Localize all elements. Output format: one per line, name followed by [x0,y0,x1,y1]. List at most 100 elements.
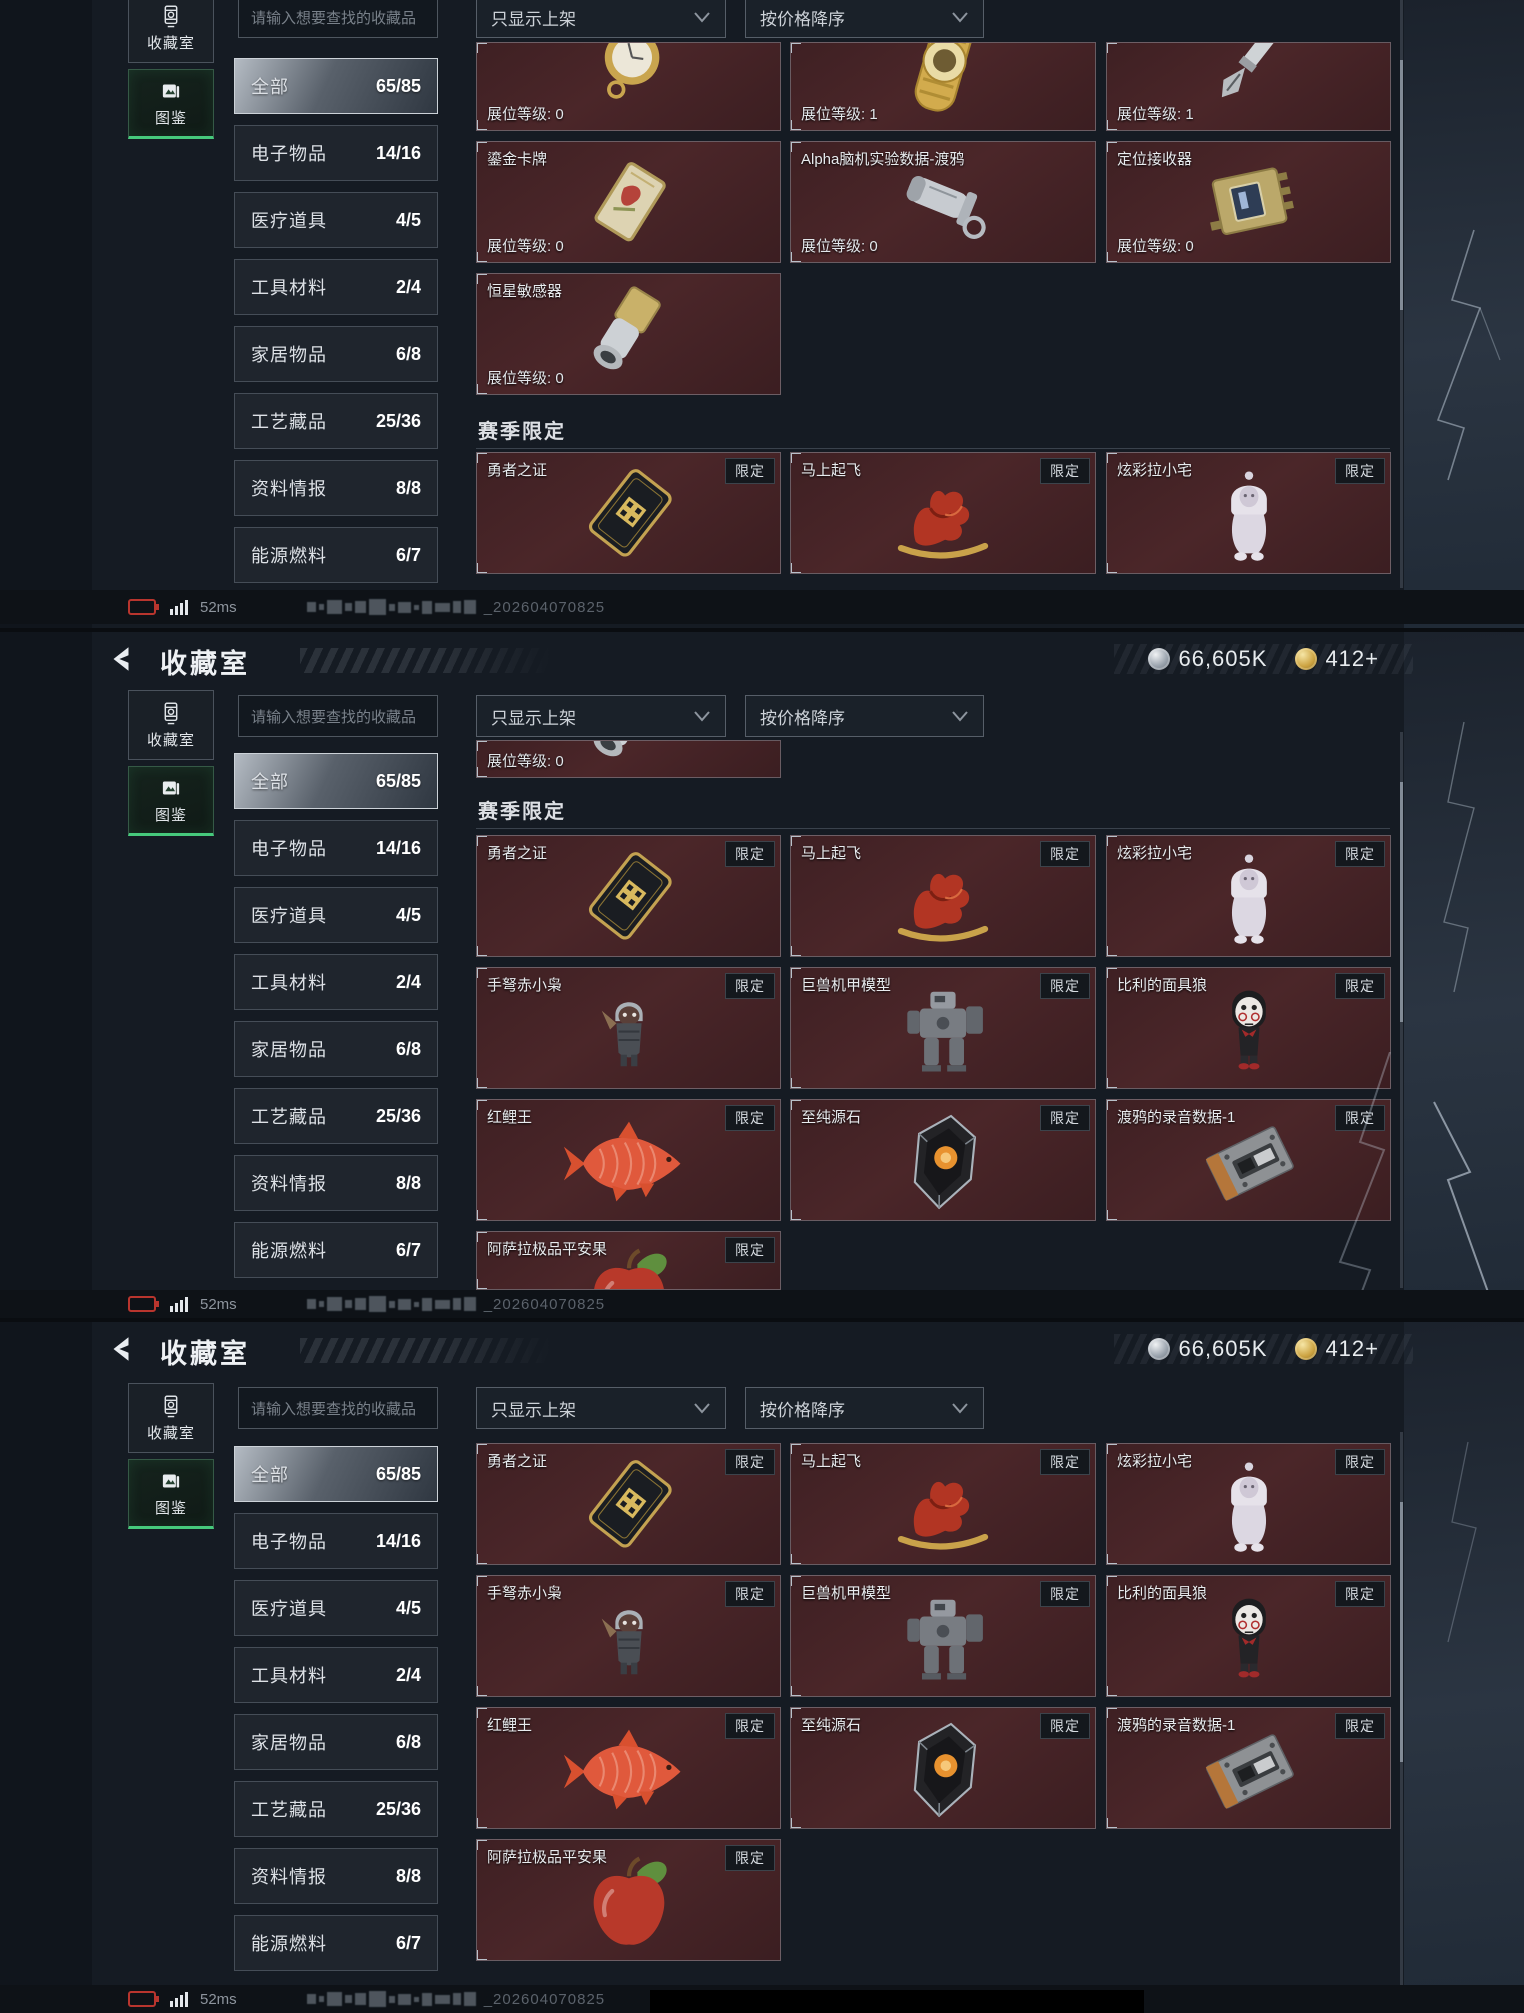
item-card-brave_cert[interactable]: 勇者之证 限定 [476,452,781,574]
item-title: 阿萨拉极品平安果 [487,1241,608,1258]
search-input[interactable]: 请输入想要查找的收藏品 [238,0,438,38]
category-item-家居物品[interactable]: 家居物品 6/8 [234,326,438,382]
sort-order-dropdown[interactable]: 按价格降序 [745,1387,984,1429]
item-card-red_koi[interactable]: 红鲤王 限定 [476,1707,781,1829]
item-card-billy_mask[interactable]: 比利的面具狼 限定 [1106,967,1391,1089]
category-label: 能源燃料 [251,546,327,566]
item-card-lala_doll[interactable]: 炫彩拉小宅 限定 [1106,452,1391,574]
display-case-icon [158,1393,184,1419]
item-card-mech_model[interactable]: 巨兽机甲模型 限定 [790,1575,1096,1697]
item-image-gilded-card [477,142,780,262]
item-card-locator_receiver[interactable]: 定位接收器 展位等级: 0 [1106,141,1391,263]
category-item-能源燃料[interactable]: 能源燃料 6/7 [234,527,438,583]
category-item-全部[interactable]: 全部 65/85 [234,58,438,114]
collection-panel-middle: 收藏室 66,605K 412+ 收藏室 图鉴 请输入想要查找的收藏品 只显示上… [0,632,1524,1318]
sidebar-tab-gallery[interactable]: 图鉴 [128,766,214,836]
category-item-工具材料[interactable]: 工具材料 2/4 [234,1647,438,1703]
limited-badge: 限定 [725,1105,775,1131]
category-item-全部[interactable]: 全部 65/85 [234,753,438,809]
category-item-电子物品[interactable]: 电子物品 14/16 [234,820,438,876]
category-item-医疗道具[interactable]: 医疗道具 4/5 [234,192,438,248]
item-card-crossbow_owl[interactable]: 手弩赤小枭 限定 [476,1575,781,1697]
item-image-origin-stone [791,1708,1095,1828]
item-card-lala_doll[interactable]: 炫彩拉小宅 限定 [1106,1443,1391,1565]
back-button[interactable] [106,644,136,674]
item-image-peace-apple [477,1232,780,1289]
category-item-资料情报[interactable]: 资料情报 8/8 [234,1848,438,1904]
scrollbar-thumb[interactable] [1400,1502,1403,1762]
item-title: 巨兽机甲模型 [801,977,892,994]
back-button[interactable] [106,1334,136,1364]
item-image-brave-card [477,453,780,573]
item-title: 红鲤王 [487,1717,533,1734]
item-card-origin_stone[interactable]: 至纯源石 限定 [790,1707,1096,1829]
item-card-lala_doll[interactable]: 炫彩拉小宅 限定 [1106,835,1391,957]
stand-level-label: 展位等级: 0 [487,370,564,387]
item-image-locator-receiver [1107,142,1390,262]
category-item-资料情报[interactable]: 资料情报 8/8 [234,460,438,516]
item-card-crossbow_owl[interactable]: 手弩赤小枭 限定 [476,967,781,1089]
category-item-工艺藏品[interactable]: 工艺藏品 25/36 [234,393,438,449]
category-item-医疗道具[interactable]: 医疗道具 4/5 [234,887,438,943]
category-item-家居物品[interactable]: 家居物品 6/8 [234,1021,438,1077]
sort-order-dropdown[interactable]: 按价格降序 [745,695,984,737]
category-count: 6/7 [395,544,421,565]
item-card-alpha_data[interactable]: Alpha脑机实验数据-渡鸦 展位等级: 0 [790,141,1096,263]
scrollbar-thumb[interactable] [1400,782,1403,1022]
sort-order-dropdown[interactable]: 按价格降序 [745,0,984,38]
item-card-raven_tape[interactable]: 渡鸦的录音数据-1 限定 [1106,1099,1391,1221]
search-input[interactable]: 请输入想要查找的收藏品 [238,695,438,737]
item-title: 勇者之证 [487,462,548,479]
category-item-电子物品[interactable]: 电子物品 14/16 [234,1513,438,1569]
item-title: 勇者之证 [487,1453,548,1470]
item-card-brave_cert[interactable]: 勇者之证 限定 [476,835,781,957]
item-card-gold_watch[interactable]: 展位等级: 1 [790,42,1096,131]
item-card-peace_apple[interactable]: 阿萨拉极品平安果 限定 [476,1839,781,1961]
search-input[interactable]: 请输入想要查找的收藏品 [238,1387,438,1429]
category-item-能源燃料[interactable]: 能源燃料 6/7 [234,1222,438,1278]
sidebar-tab-collection[interactable]: 收藏室 [128,690,214,760]
item-card-red_koi[interactable]: 红鲤王 限定 [476,1099,781,1221]
item-card-rocking_horse[interactable]: 马上起飞 限定 [790,835,1096,957]
category-item-电子物品[interactable]: 电子物品 14/16 [234,125,438,181]
item-card-brave_cert[interactable]: 勇者之证 限定 [476,1443,781,1565]
item-card-gilded_card[interactable]: 鎏金卡牌 展位等级: 0 [476,141,781,263]
category-item-工具材料[interactable]: 工具材料 2/4 [234,259,438,315]
item-card-star_sensor[interactable]: 恒星敏感器展位等级: 0 [476,273,781,395]
filter-listed-dropdown[interactable]: 只显示上架 [476,0,726,38]
item-card-raven_tape[interactable]: 渡鸦的录音数据-1 限定 [1106,1707,1391,1829]
search-placeholder: 请输入想要查找的收藏品 [251,9,417,27]
item-card-origin_stone[interactable]: 至纯源石 限定 [790,1099,1096,1221]
censor-strip [650,1990,1144,2013]
filter-listed-dropdown[interactable]: 只显示上架 [476,1387,726,1429]
category-label: 工具材料 [251,973,327,993]
category-item-工艺藏品[interactable]: 工艺藏品 25/36 [234,1781,438,1837]
sidebar-tab-collection[interactable]: 收藏室 [128,1383,214,1453]
item-card-fountain_pen[interactable]: 展位等级: 1 [1106,42,1391,131]
item-card-billy_mask[interactable]: 比利的面具狼 限定 [1106,1575,1391,1697]
category-item-全部[interactable]: 全部 65/85 [234,1446,438,1502]
item-card-star_sensor_fragment[interactable]: 展位等级: 0 [476,740,781,778]
gallery-icon [158,78,184,104]
category-item-医疗道具[interactable]: 医疗道具 4/5 [234,1580,438,1636]
category-item-工艺藏品[interactable]: 工艺藏品 25/36 [234,1088,438,1144]
sidebar-tab-gallery[interactable]: 图鉴 [128,69,214,139]
item-card-mech_model[interactable]: 巨兽机甲模型 限定 [790,967,1096,1089]
category-item-工具材料[interactable]: 工具材料 2/4 [234,954,438,1010]
item-card-pocket_watch[interactable]: 展位等级: 0 [476,42,781,131]
item-title: 恒星敏感器 [487,283,563,300]
category-item-家居物品[interactable]: 家居物品 6/8 [234,1714,438,1770]
category-item-资料情报[interactable]: 资料情报 8/8 [234,1155,438,1211]
sidebar-tab-collection[interactable]: 收藏室 [128,0,214,63]
sidebar-tab-gallery[interactable]: 图鉴 [128,1459,214,1529]
season-divider [476,828,1390,829]
category-label: 工艺藏品 [251,412,327,432]
category-item-能源燃料[interactable]: 能源燃料 6/7 [234,1915,438,1971]
filter-listed-dropdown[interactable]: 只显示上架 [476,695,726,737]
item-card-rocking_horse[interactable]: 马上起飞 限定 [790,1443,1096,1565]
scrollbar-thumb[interactable] [1400,60,1403,310]
item-card-peace_apple[interactable]: 阿萨拉极品平安果 限定 [476,1231,781,1290]
item-card-rocking_horse[interactable]: 马上起飞 限定 [790,452,1096,574]
category-count: 4/5 [395,904,421,925]
